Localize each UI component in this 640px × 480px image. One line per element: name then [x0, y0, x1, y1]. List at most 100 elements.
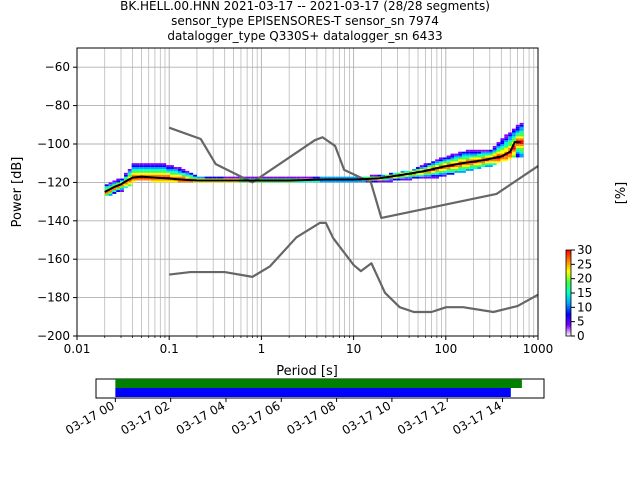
y-axis-label: Power [dB] — [10, 157, 25, 228]
pdf-cell — [477, 165, 482, 168]
pdf-cell — [139, 165, 144, 168]
pdf-cell — [158, 168, 163, 171]
pdf-cell — [339, 176, 343, 179]
pdf-cell — [508, 144, 512, 146]
pdf-cell — [381, 180, 386, 183]
pdf-cell — [350, 180, 355, 183]
pdf-cell — [162, 178, 167, 181]
pdf-cell — [519, 153, 524, 156]
pdf-cell — [485, 149, 489, 152]
colorbar-tick-label: 0 — [577, 329, 585, 343]
pdf-cell — [473, 167, 478, 169]
pdf-cell — [158, 174, 163, 177]
pdf-cell — [327, 176, 332, 179]
pdf-cell — [415, 168, 420, 171]
pdf-cell — [123, 182, 128, 185]
pdf-cell — [127, 176, 132, 179]
chart-title-line-3: datalogger_type Q330S+ datalogger_sn 643… — [167, 29, 442, 43]
pdf-cell — [500, 145, 505, 148]
pdf-cell — [438, 174, 443, 177]
pdf-cell — [412, 174, 416, 177]
pdf-cell — [139, 170, 144, 173]
pdf-cell — [181, 176, 186, 179]
pdf-cell — [135, 174, 140, 177]
pdf-cell — [312, 180, 317, 183]
pdf-cell — [139, 172, 144, 175]
pdf-cell — [508, 136, 512, 139]
pdf-cell — [154, 168, 159, 171]
pdf-cell — [515, 126, 520, 129]
pdf-cell — [423, 163, 428, 166]
pdf-cell — [112, 190, 117, 192]
pdf-cell — [177, 174, 182, 177]
pdf-cell — [511, 149, 516, 152]
pdf-cell — [162, 172, 167, 175]
pdf-cell — [496, 144, 501, 146]
pdf-cell — [377, 178, 382, 181]
colorbar-tick-label: 5 — [577, 315, 585, 329]
pdf-cell — [458, 165, 463, 168]
colorbar-tick-label: 30 — [577, 243, 592, 257]
pdf-cell — [166, 170, 171, 173]
pdf-cell — [135, 168, 140, 171]
y-axis-ticks: −200 −180 −160 −140 −120 −100 −80 −60 — [37, 60, 77, 343]
pdf-cell — [181, 170, 186, 173]
pdf-cell — [150, 167, 155, 169]
pdf-cell — [181, 168, 186, 171]
pdf-cell — [162, 168, 167, 171]
pdf-cell — [150, 178, 155, 181]
pdf-cell — [131, 172, 136, 175]
pdf-cell — [519, 130, 524, 133]
x-axis-ticks: 0.01 0.1 1 10 100 1000 — [64, 336, 554, 356]
pdf-cell — [139, 168, 144, 171]
pdf-cell — [135, 167, 140, 169]
pdf-cell — [193, 174, 197, 177]
pdf-cell — [116, 182, 121, 185]
pdf-cell — [488, 165, 493, 168]
pdf-cell — [477, 155, 482, 158]
pdf-cell — [408, 174, 413, 177]
timeline-ticks: 03-17 00 03-17 02 03-17 04 03-17 06 03-17 08… — [63, 398, 504, 438]
pdf-cell — [127, 184, 132, 187]
pdf-cell — [419, 172, 424, 175]
pdf-cell — [350, 176, 355, 179]
x-tick-label: 1000 — [523, 342, 554, 356]
pdf-cell — [200, 176, 205, 179]
pdf-cell — [450, 172, 455, 175]
pdf-cell — [193, 180, 197, 183]
pdf-cell — [412, 176, 416, 179]
pdf-cell — [504, 151, 509, 154]
pdf-cell — [492, 163, 497, 166]
pdf-cell — [396, 178, 401, 181]
pdf-cell — [150, 168, 155, 171]
pdf-cell — [465, 163, 470, 166]
pdf-cell — [519, 136, 524, 139]
pdf-cell — [465, 157, 470, 160]
pdf-cell — [131, 180, 136, 183]
pdf-cell — [285, 176, 290, 179]
pdf-cell — [189, 180, 194, 183]
pdf-cell — [427, 176, 432, 179]
pdf-cell — [158, 165, 163, 168]
pdf-cell — [392, 176, 397, 179]
pdf-cell — [131, 178, 136, 181]
pdf-cell — [515, 132, 520, 135]
pdf-cell — [519, 132, 524, 135]
pdf-cell — [300, 176, 305, 179]
pdf-cell — [504, 157, 509, 160]
pdf-cell — [519, 128, 524, 131]
pdf-cell — [435, 174, 439, 177]
pdf-cell — [462, 163, 466, 166]
pdf-cell — [162, 167, 167, 169]
pdf-cell — [446, 170, 451, 173]
pdf-cell — [308, 180, 313, 183]
pdf-cell — [143, 170, 148, 173]
pdf-cell — [438, 165, 443, 168]
pdf-cell — [496, 157, 501, 160]
pdf-cell — [492, 149, 497, 152]
pdf-cell — [369, 176, 374, 179]
pdf-cell — [120, 186, 124, 189]
pdf-cell — [419, 165, 424, 168]
pdf-cell — [504, 134, 509, 137]
pdf-cell — [500, 151, 505, 154]
